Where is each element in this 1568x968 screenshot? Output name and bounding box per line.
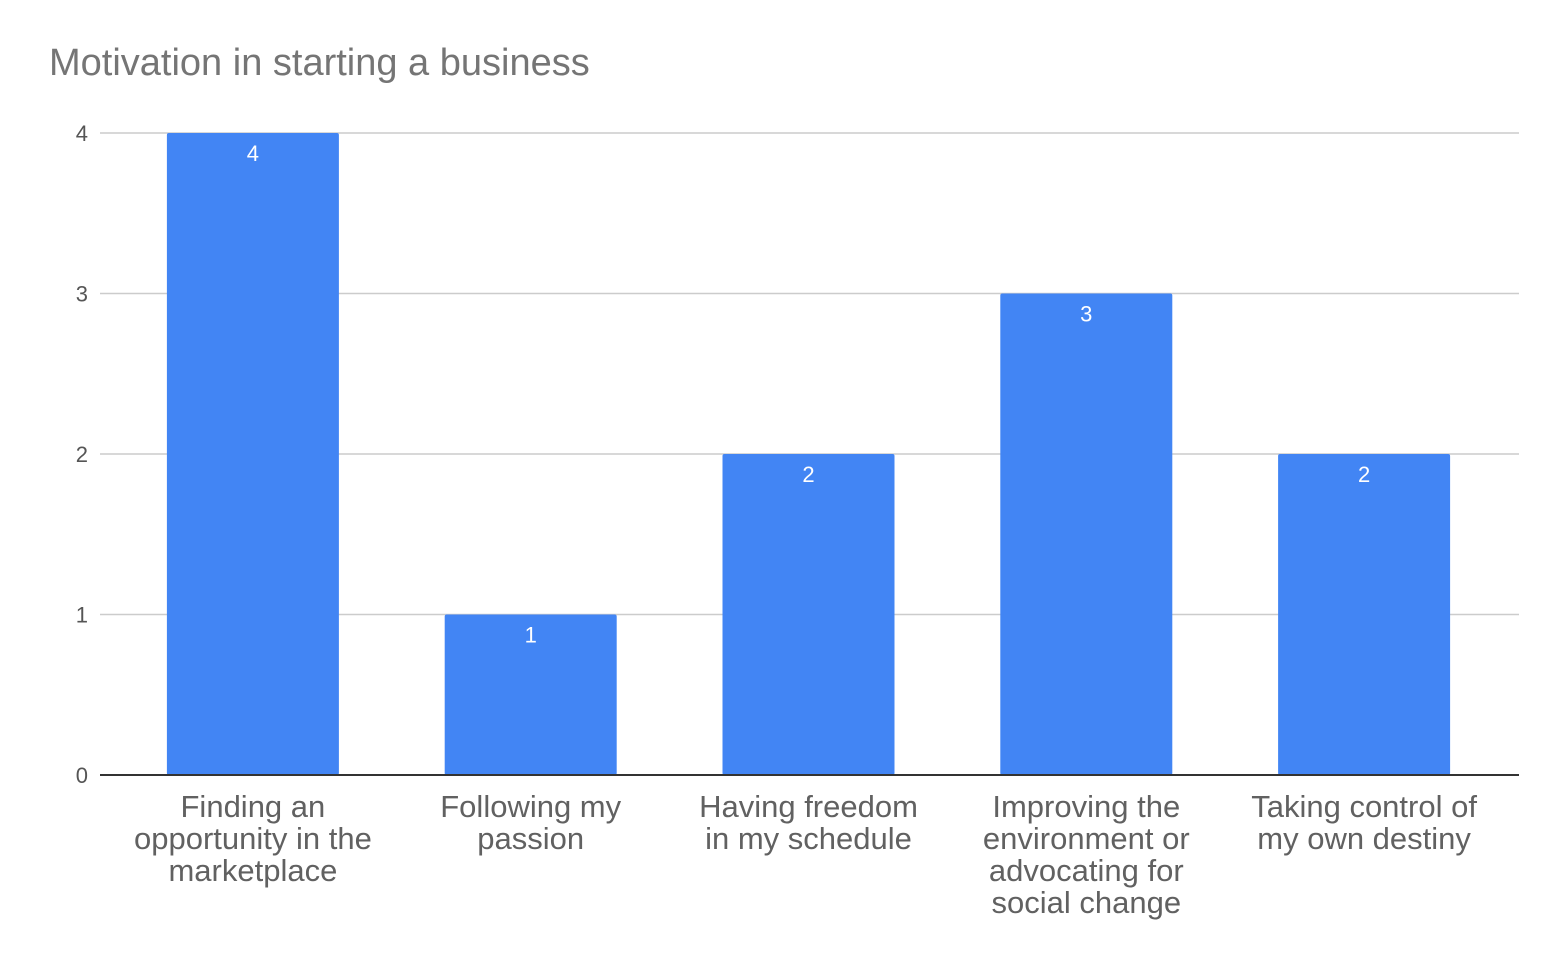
x-tick-label: environment or bbox=[983, 821, 1190, 856]
bar bbox=[1278, 454, 1451, 775]
data-label: 2 bbox=[1358, 462, 1370, 487]
x-tick-label: Improving the bbox=[992, 789, 1180, 824]
bar bbox=[722, 454, 895, 775]
y-tick-label: 4 bbox=[76, 121, 88, 146]
data-label: 1 bbox=[525, 623, 537, 648]
bar-layer bbox=[100, 133, 1519, 776]
x-tick-label: social change bbox=[992, 885, 1182, 920]
x-tick-label: passion bbox=[477, 821, 584, 856]
x-tick-label: advocating for bbox=[989, 853, 1184, 888]
y-tick-label: 0 bbox=[76, 763, 88, 788]
x-tick-label: opportunity in the bbox=[134, 821, 372, 856]
y-tick-label: 2 bbox=[76, 442, 88, 467]
x-tick-label: marketplace bbox=[168, 853, 337, 888]
x-tick-label: Finding an bbox=[181, 789, 326, 824]
y-tick-label: 3 bbox=[76, 282, 88, 307]
data-label: 4 bbox=[247, 141, 259, 166]
x-tick-label: in my schedule bbox=[705, 821, 912, 856]
bar bbox=[166, 133, 339, 775]
x-tick-label: Having freedom bbox=[699, 789, 918, 824]
x-tick-label: Following my bbox=[440, 789, 621, 824]
data-label: 2 bbox=[802, 462, 814, 487]
bar bbox=[444, 614, 617, 775]
data-label: 3 bbox=[1080, 302, 1092, 327]
chart-title: Motivation in starting a business bbox=[49, 42, 590, 84]
y-tick-label: 1 bbox=[76, 603, 88, 628]
x-tick-label: my own destiny bbox=[1257, 821, 1471, 856]
bar bbox=[1000, 293, 1173, 775]
x-tick-label: Taking control of bbox=[1251, 789, 1477, 824]
